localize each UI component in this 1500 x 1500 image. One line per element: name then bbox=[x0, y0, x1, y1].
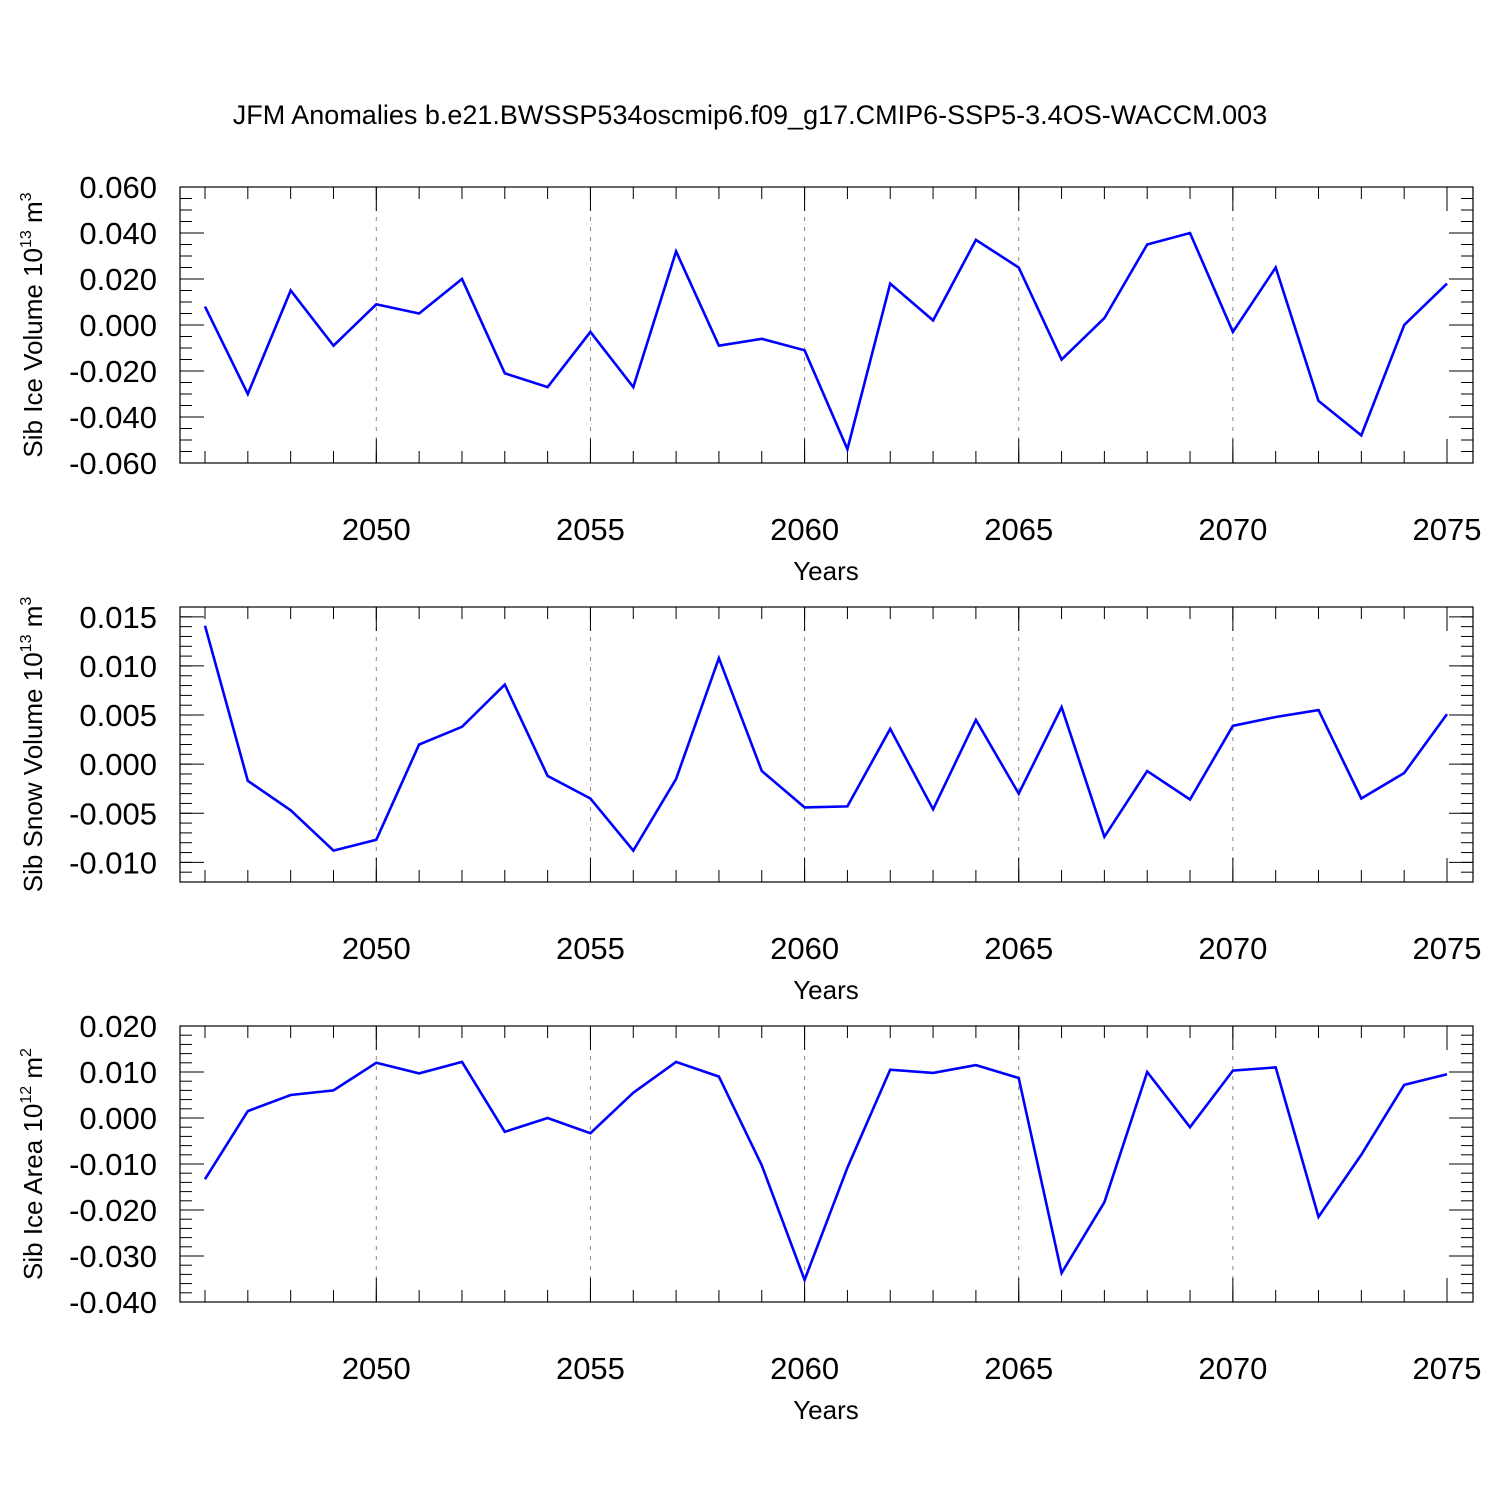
y-tick-label: -0.020 bbox=[69, 1193, 157, 1228]
y-tick-label: 0.000 bbox=[79, 308, 157, 343]
series-line-ice-area bbox=[203, 1060, 1448, 1284]
y-tick-label: -0.010 bbox=[69, 845, 157, 880]
y-tick-label: 0.010 bbox=[79, 649, 157, 684]
x-tick-label: 2075 bbox=[1413, 1351, 1482, 1386]
y-tick-label: 0.005 bbox=[79, 698, 157, 733]
x-tick-label: 2075 bbox=[1413, 931, 1482, 966]
x-tick-label: 2055 bbox=[556, 1351, 625, 1386]
y-tick-label: 0.000 bbox=[79, 747, 157, 782]
x-tick-label: 2055 bbox=[556, 931, 625, 966]
y-tick-label: -0.030 bbox=[69, 1239, 157, 1274]
x-axis-label: Years bbox=[793, 1395, 859, 1425]
y-tick-label: 0.015 bbox=[79, 600, 157, 635]
y-tick-label: 0.000 bbox=[79, 1101, 157, 1136]
x-tick-label: 2060 bbox=[770, 931, 839, 966]
x-tick-label: 2060 bbox=[770, 512, 839, 547]
y-axis-label: Sib Ice Area 1012 m2 bbox=[18, 1048, 48, 1280]
y-tick-label: 0.040 bbox=[79, 216, 157, 251]
panel-snow-volume: -0.010 -0.005 0.000 0.005 0.010 0.015 2050 2055… bbox=[18, 597, 1481, 1005]
y-axis-label: Sib Ice Volume 1013 m3 bbox=[18, 192, 48, 457]
y-axis-label: Sib Snow Volume 1013 m3 bbox=[18, 597, 48, 893]
x-tick-label: 2065 bbox=[984, 1351, 1053, 1386]
y-tick-label: 0.060 bbox=[79, 170, 157, 205]
series-line-snow-volume bbox=[203, 625, 1449, 853]
x-tick-label: 2065 bbox=[984, 512, 1053, 547]
panel-ice-area: -0.040 -0.030 -0.020 -0.010 0.000 0.010 0.020 2… bbox=[18, 1009, 1481, 1425]
x-tick-label: 2050 bbox=[342, 512, 411, 547]
plot-frame bbox=[179, 1025, 1474, 1303]
x-tick-label: 2055 bbox=[556, 512, 625, 547]
x-tick-label: 2065 bbox=[984, 931, 1053, 966]
figure-title: JFM Anomalies b.e21.BWSSP534oscmip6.f09_… bbox=[233, 100, 1267, 130]
y-tick-label: 0.010 bbox=[79, 1055, 157, 1090]
panels: -0.060 -0.040 -0.020 0.000 0.020 0.040 0.060 20… bbox=[18, 170, 1481, 1425]
y-tick-label: 0.020 bbox=[79, 262, 157, 297]
x-tick-label: 2070 bbox=[1198, 1351, 1267, 1386]
x-tick-label: 2050 bbox=[342, 1351, 411, 1386]
plot-frame bbox=[179, 186, 1474, 464]
y-tick-label: -0.005 bbox=[69, 796, 157, 831]
y-tick-label: -0.040 bbox=[69, 400, 157, 435]
y-tick-label: -0.040 bbox=[69, 1285, 157, 1320]
series-line-ice-volume bbox=[203, 231, 1448, 454]
x-axis-label: Years bbox=[793, 556, 859, 586]
y-tick-label: -0.020 bbox=[69, 354, 157, 389]
x-tick-label: 2050 bbox=[342, 931, 411, 966]
x-axis-label: Years bbox=[793, 975, 859, 1005]
y-tick-label: 0.020 bbox=[79, 1009, 157, 1044]
x-tick-label: 2070 bbox=[1198, 931, 1267, 966]
x-tick-label: 2075 bbox=[1413, 512, 1482, 547]
y-tick-label: -0.010 bbox=[69, 1147, 157, 1182]
x-tick-label: 2070 bbox=[1198, 512, 1267, 547]
panel-ice-volume: -0.060 -0.040 -0.020 0.000 0.020 0.040 0.060 20… bbox=[18, 170, 1481, 586]
y-tick-label: -0.060 bbox=[69, 446, 157, 481]
x-tick-label: 2060 bbox=[770, 1351, 839, 1386]
